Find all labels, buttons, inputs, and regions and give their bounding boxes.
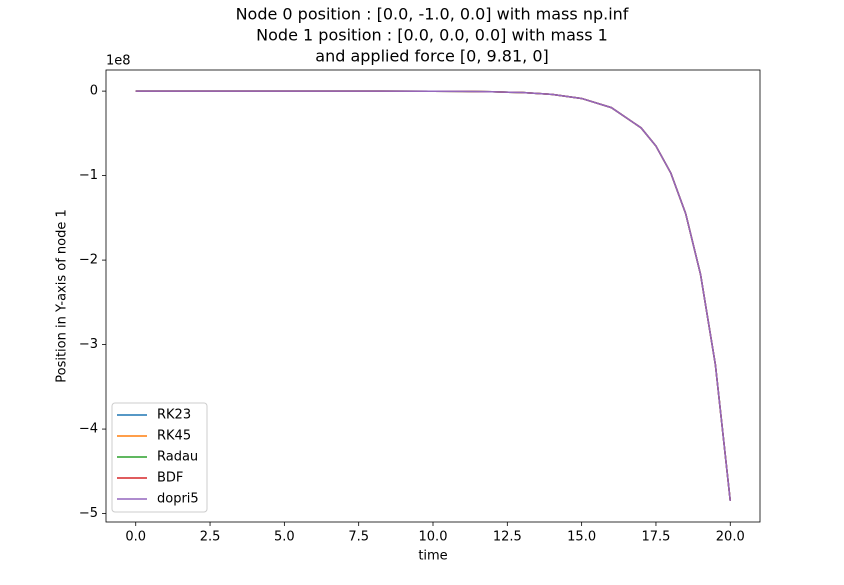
x-tick-label: 7.5 <box>348 530 369 545</box>
x-tick-label: 10.0 <box>419 530 448 545</box>
x-tick-label: 17.5 <box>641 530 670 545</box>
y-tick-label: −5 <box>79 506 98 521</box>
chart-title: and applied force [0, 9.81, 0] <box>315 47 548 66</box>
x-tick-label: 15.0 <box>567 530 596 545</box>
x-axis-label: time <box>418 549 447 564</box>
y-offset-label: 1e8 <box>106 54 131 69</box>
legend-label: BDF <box>157 471 183 486</box>
plot-frame <box>105 69 761 523</box>
legend-box <box>111 402 208 513</box>
y-tick-label: −4 <box>79 422 98 437</box>
y-tick-label: 0 <box>90 84 98 99</box>
y-axis-label: Position in Y-axis of node 1 <box>55 209 70 383</box>
chart-title: Node 1 position : [0.0, 0.0, 0.0] with m… <box>256 26 608 45</box>
y-tick-label: −3 <box>79 337 98 352</box>
y-tick-label: −2 <box>79 253 98 268</box>
x-tick-label: 12.5 <box>493 530 522 545</box>
chart-title: Node 0 position : [0.0, -1.0, 0.0] with … <box>236 5 629 24</box>
legend-label: RK23 <box>157 408 191 423</box>
legend-label: dopri5 <box>157 492 199 507</box>
x-tick-label: 20.0 <box>716 530 745 545</box>
x-tick-label: 0.0 <box>125 530 146 545</box>
legend-label: Radau <box>157 450 198 465</box>
series-line <box>135 90 732 501</box>
y-tick-label: −1 <box>79 168 98 183</box>
x-tick-label: 2.5 <box>200 530 221 545</box>
legend-label: RK45 <box>157 429 191 444</box>
x-tick-label: 5.0 <box>274 530 295 545</box>
